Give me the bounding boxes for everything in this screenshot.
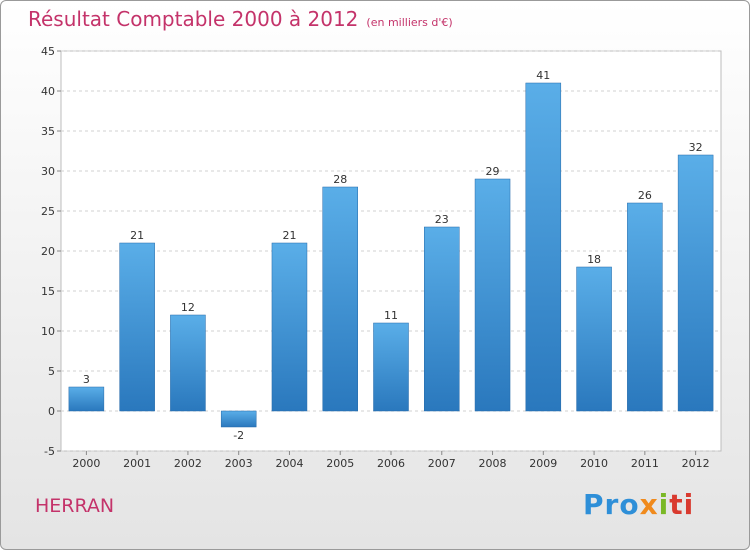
x-tick-label-2006: 2006 (377, 457, 405, 470)
data-label-2003: -2 (233, 429, 244, 442)
y-tick-label: 40 (41, 85, 55, 98)
data-label-2002: 12 (181, 301, 195, 314)
y-tick-label: 10 (41, 325, 55, 338)
x-tick-label-2000: 2000 (72, 457, 100, 470)
bar-2008 (474, 178, 511, 412)
logo-part-pro: Pro (583, 488, 640, 521)
logo-part-i: i (658, 488, 670, 521)
x-tick-label-2012: 2012 (682, 457, 710, 470)
bar-2002 (170, 314, 206, 412)
bar-2005 (322, 186, 358, 412)
bar-2003 (220, 410, 257, 428)
bar-2010 (576, 266, 612, 412)
y-tick-label: 15 (41, 285, 55, 298)
data-label-2004: 21 (282, 229, 296, 242)
proxiti-logo: Proxiti (583, 488, 694, 521)
y-tick-label: 0 (48, 405, 55, 418)
bar-2012 (677, 154, 714, 412)
data-label-2010: 18 (587, 253, 601, 266)
y-tick-label: -5 (44, 445, 55, 458)
y-tick-label: 25 (41, 205, 55, 218)
data-label-2012: 32 (689, 141, 703, 154)
title-text: Résultat Comptable 2000 à 2012 (28, 7, 359, 31)
bar-2009 (525, 82, 562, 412)
data-label-2006: 11 (384, 309, 398, 322)
bar-2004 (271, 242, 308, 412)
chart-title: Résultat Comptable 2000 à 2012 (en millie… (28, 7, 453, 31)
bar-2001 (119, 242, 155, 412)
x-tick-label-2008: 2008 (479, 457, 507, 470)
x-tick-label-2001: 2001 (123, 457, 151, 470)
y-tick-label: 30 (41, 165, 55, 178)
data-label-2008: 29 (486, 165, 500, 178)
x-tick-label-2009: 2009 (529, 457, 557, 470)
data-label-2007: 23 (435, 213, 449, 226)
x-tick-label-2003: 2003 (225, 457, 253, 470)
bar-2000 (68, 386, 105, 412)
bar-2006 (373, 322, 409, 412)
y-tick-label: 45 (41, 45, 55, 58)
x-tick-label-2010: 2010 (580, 457, 608, 470)
x-tick-label-2004: 2004 (275, 457, 303, 470)
x-tick-label-2007: 2007 (428, 457, 456, 470)
x-tick-label-2002: 2002 (174, 457, 202, 470)
data-label-2009: 41 (536, 69, 550, 82)
y-tick-label: 35 (41, 125, 55, 138)
commune-name: HERRAN (35, 495, 115, 517)
bar-2011 (627, 202, 663, 412)
y-tick-label: 5 (48, 365, 55, 378)
x-tick-label-2011: 2011 (631, 457, 659, 470)
bar-2007 (424, 226, 460, 412)
data-label-2011: 26 (638, 189, 652, 202)
data-label-2000: 3 (83, 373, 90, 386)
data-label-2001: 21 (130, 229, 144, 242)
x-tick-label-2005: 2005 (326, 457, 354, 470)
subtitle-text: (en milliers d'€) (366, 16, 453, 29)
y-tick-label: 20 (41, 245, 55, 258)
logo-part-ti: ti (669, 488, 695, 521)
data-label-2005: 28 (333, 173, 347, 186)
logo-part-x: x (639, 488, 659, 521)
